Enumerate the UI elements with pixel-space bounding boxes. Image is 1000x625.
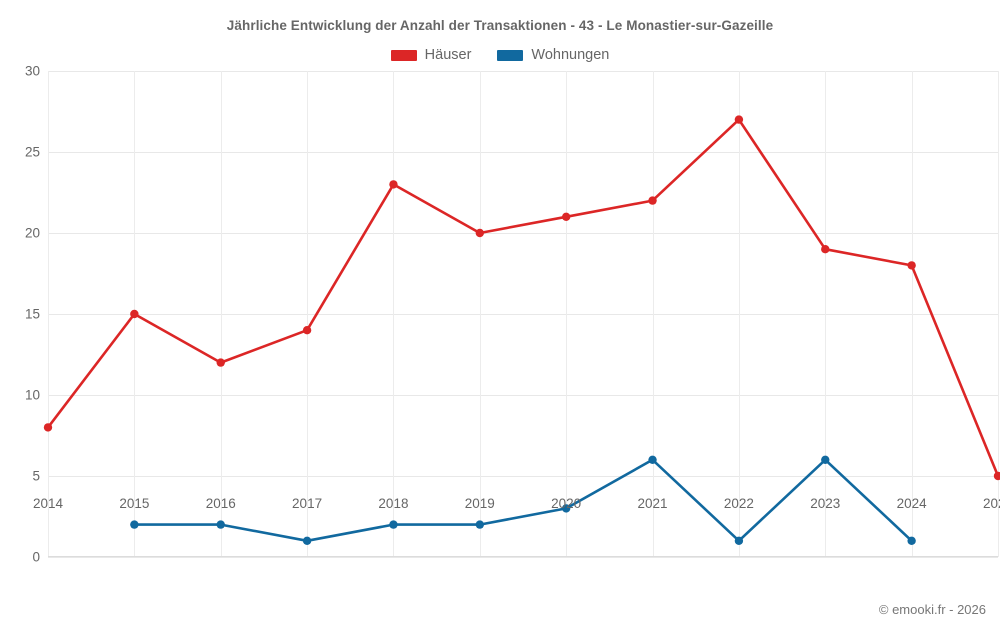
chart-legend: Häuser Wohnungen bbox=[0, 44, 1000, 66]
data-point-marker[interactable]: Wohnungen 2022: 1 bbox=[734, 536, 744, 545]
footer-credit: © emooki.fr - 2026 bbox=[878, 602, 986, 617]
data-point-marker[interactable]: Häuser 2024: 18 bbox=[907, 261, 916, 270]
gridline-horizontal bbox=[48, 395, 998, 396]
gridline-horizontal bbox=[48, 233, 998, 234]
x-axis-tick-label: 2021 bbox=[637, 496, 668, 511]
gridline-horizontal bbox=[48, 71, 998, 72]
x-axis-tick-label: 2015 bbox=[119, 496, 150, 511]
data-point-marker[interactable]: Häuser 2022: 27 bbox=[734, 115, 744, 124]
y-axis-tick-label: 5 bbox=[32, 468, 40, 484]
gridline-vertical bbox=[479, 71, 481, 557]
data-point-marker[interactable]: Wohnungen 2024: 1 bbox=[907, 536, 916, 545]
legend-label: Wohnungen bbox=[531, 47, 610, 63]
data-point-marker[interactable]: Häuser 2018: 23 bbox=[389, 180, 398, 189]
gridline-vertical bbox=[652, 71, 654, 557]
gridline-vertical bbox=[48, 71, 49, 557]
y-axis-tick-label: 30 bbox=[24, 63, 40, 79]
gridline-vertical bbox=[998, 71, 999, 557]
series-layer: Häuser 2014: 8 Häuser 2015: 15 Häuser 2016… bbox=[43, 115, 1000, 545]
x-axis-tick-label: 2016 bbox=[205, 496, 236, 511]
legend-swatch-icon bbox=[390, 49, 417, 61]
data-point-marker[interactable]: Wohnungen 2023: 6 bbox=[821, 455, 830, 464]
data-point-marker[interactable]: Häuser 2014: 8 bbox=[43, 423, 53, 432]
gridline-vertical bbox=[825, 71, 827, 557]
gridline-horizontal bbox=[48, 314, 998, 315]
data-point-marker[interactable]: Wohnungen 2021: 6 bbox=[648, 455, 657, 464]
gridline-horizontal bbox=[48, 476, 998, 477]
data-point-marker[interactable]: Häuser 2019: 20 bbox=[475, 228, 485, 238]
x-axis-line bbox=[48, 556, 998, 557]
series-line-wohnungen bbox=[133, 458, 913, 543]
x-axis-tick-label: 2014 bbox=[32, 496, 64, 511]
gridline-vertical bbox=[307, 71, 309, 557]
y-axis-tick-label: 10 bbox=[24, 387, 40, 403]
series-line-h-user bbox=[46, 118, 1000, 478]
chart-title: Jährliche Entwicklung der Anzahl der Tra… bbox=[226, 18, 774, 33]
x-axis-tick-label: 2018 bbox=[378, 496, 409, 511]
gridline-vertical bbox=[911, 71, 913, 557]
data-point-marker[interactable]: Wohnungen 2015: 2 bbox=[130, 520, 139, 529]
y-axis-tick-label: 25 bbox=[24, 144, 40, 160]
gridline-vertical bbox=[393, 71, 395, 557]
legend-item-wohnungen[interactable]: Wohnungen bbox=[497, 47, 609, 63]
y-axis-tick-label: 0 bbox=[32, 549, 40, 565]
x-axis-tick-label: 2020 bbox=[551, 496, 582, 511]
x-axis-tick-label: 2019 bbox=[464, 496, 495, 511]
gridline-vertical bbox=[566, 71, 568, 557]
y-axis-tick-label: 15 bbox=[24, 306, 40, 322]
data-point-marker[interactable]: Wohnungen 2017: 1 bbox=[302, 536, 312, 545]
x-axis-tick-label: 2017 bbox=[292, 496, 323, 511]
gridline-vertical bbox=[220, 71, 222, 557]
legend-item-h-user[interactable]: Häuser bbox=[390, 47, 472, 63]
x-axis-tick-label: 2024 bbox=[896, 496, 927, 511]
plot-area: Häuser 2014: 8 Häuser 2015: 15 Häuser 2016… bbox=[43, 71, 1000, 558]
x-axis-tick-label: 2022 bbox=[723, 496, 754, 511]
legend-swatch-icon bbox=[497, 49, 524, 61]
data-point-marker[interactable]: Häuser 2021: 22 bbox=[648, 196, 657, 205]
legend-label: Häuser bbox=[424, 47, 472, 63]
y-axis-tick-label: 20 bbox=[24, 225, 40, 241]
data-point-marker[interactable]: Wohnungen 2018: 2 bbox=[389, 520, 398, 529]
gridline-horizontal bbox=[48, 557, 998, 558]
gridline-horizontal bbox=[48, 152, 998, 153]
x-axis-tick-label: 2023 bbox=[810, 496, 841, 511]
data-point-marker[interactable]: Häuser 2020: 21 bbox=[561, 212, 571, 221]
data-point-marker[interactable]: Häuser 2015: 15 bbox=[130, 309, 139, 319]
data-point-marker[interactable]: Wohnungen 2020: 3 bbox=[561, 504, 571, 513]
data-point-marker[interactable]: Wohnungen 2019: 2 bbox=[475, 520, 485, 529]
gridline-vertical bbox=[738, 71, 740, 557]
data-point-marker[interactable]: Häuser 2023: 19 bbox=[821, 245, 830, 254]
data-point-marker[interactable]: Häuser 2017: 14 bbox=[302, 326, 312, 335]
data-point-marker[interactable]: Häuser 2016: 12 bbox=[216, 358, 225, 367]
data-point-marker[interactable]: Wohnungen 2016: 2 bbox=[216, 520, 225, 529]
